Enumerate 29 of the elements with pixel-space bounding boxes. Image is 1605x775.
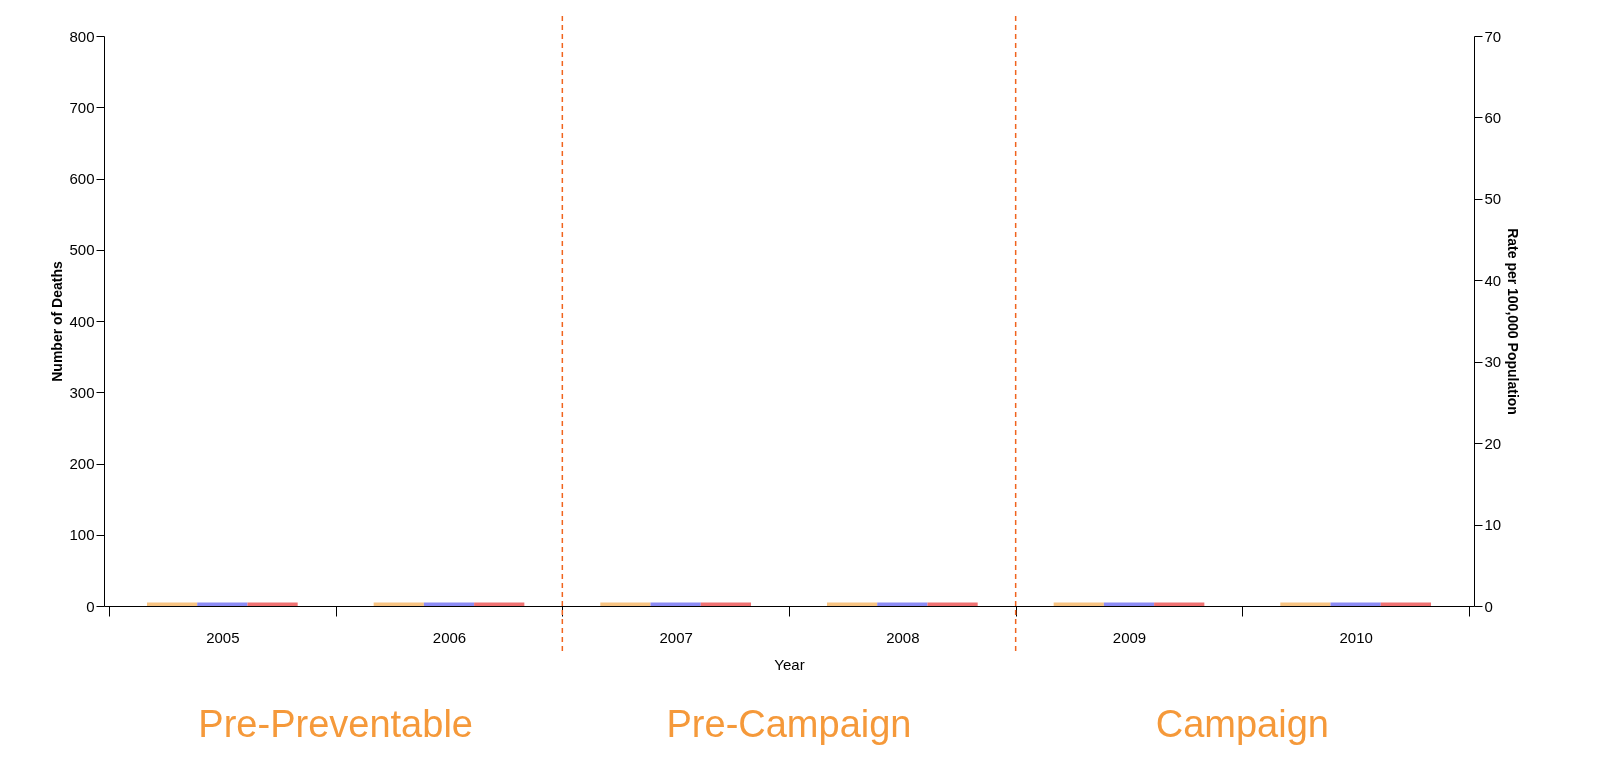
y-tick-label: 600 <box>69 170 95 187</box>
y-axis-title: Number of Deaths <box>49 261 66 382</box>
y2-tick-label: 30 <box>1484 353 1502 371</box>
text: Pre-Preventable <box>198 703 473 745</box>
y2-tick-label: 40 <box>1484 271 1502 289</box>
y-tick-label: 400 <box>69 312 95 330</box>
y-tick-label: 100 <box>69 526 95 544</box>
x-tick-label: 2009 <box>1112 628 1147 646</box>
y-tick-label: 700 <box>69 98 95 116</box>
y2-tick-label: 0 <box>1484 597 1493 615</box>
y2-axis-title: Rate per 100,000 Population <box>1505 228 1522 415</box>
y-tick-label: 0 <box>86 597 95 615</box>
x-tick-label: 2005 <box>206 628 240 646</box>
x-tick-label: 2007 <box>659 628 693 646</box>
text: Pre-Campaign <box>666 703 912 745</box>
y-tick-label: 200 <box>69 455 95 472</box>
y-tick-label: 500 <box>69 241 95 259</box>
y2-tick-label: 70 <box>1484 27 1502 45</box>
x-tick-label: 2010 <box>1339 628 1373 646</box>
x-axis-title: Year <box>774 655 805 673</box>
x-tick-label: 2006 <box>432 628 467 646</box>
y2-tick-label: 20 <box>1484 434 1502 452</box>
y-tick-label: 800 <box>69 27 95 45</box>
text: Campaign <box>1155 703 1329 745</box>
x-tick-label: 2008 <box>886 628 920 646</box>
y2-tick-label: 10 <box>1484 516 1502 534</box>
y-tick-label: 300 <box>69 383 95 401</box>
y2-tick-label: 60 <box>1484 108 1502 126</box>
y2-tick-label: 50 <box>1484 190 1502 208</box>
